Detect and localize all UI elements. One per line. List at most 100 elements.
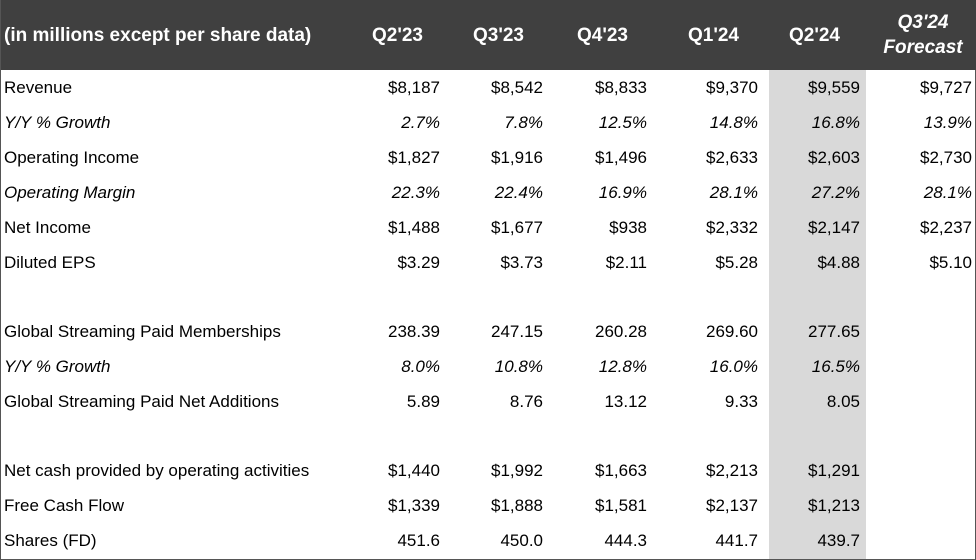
- forecast-cell: $2,237: [920, 217, 972, 237]
- cell: 441.7: [715, 530, 758, 550]
- cell: $1,663: [595, 460, 647, 480]
- forecast-cell: [866, 453, 976, 488]
- cell: 7.8%: [504, 112, 543, 132]
- cell: 16.0%: [709, 356, 758, 376]
- cell: 10.8%: [494, 356, 543, 376]
- cell: 12.5%: [598, 112, 647, 132]
- forecast-header-label: Forecast: [883, 37, 963, 58]
- cell: $1,440: [388, 460, 440, 480]
- row-label: Y/Y % Growth: [4, 356, 111, 376]
- cell: $8,542: [491, 77, 543, 97]
- forecast-cell: 13.9%: [923, 112, 972, 132]
- table-row-operating-income: Operating Income $1,827 $1,916 $1,496 $2…: [1, 140, 976, 175]
- cell: 14.8%: [709, 112, 758, 132]
- cell: $2,633: [706, 147, 758, 167]
- column-header: Q4'23: [554, 0, 658, 70]
- row-label: Operating Income: [4, 147, 140, 167]
- cell: $1,213: [808, 495, 860, 515]
- table-row-paid-memberships: Global Streaming Paid Memberships 238.39…: [1, 314, 976, 349]
- header-row: (in millions except per share data) Q2'2…: [1, 0, 976, 70]
- cell: 13.12: [604, 391, 647, 411]
- cell: 28.1%: [709, 182, 758, 202]
- cell: 269.60: [706, 321, 758, 341]
- forecast-cell: $9,727: [920, 77, 972, 97]
- column-header: Q3'23: [451, 0, 554, 70]
- forecast-cell: 28.1%: [923, 182, 972, 202]
- q2-24-column-highlight: [769, 70, 866, 559]
- forecast-cell: [866, 349, 976, 384]
- spacer-row: [1, 280, 976, 314]
- cell: $938: [609, 217, 647, 237]
- table-row-diluted-eps: Diluted EPS $3.29 $3.73 $2.11 $5.28 $4.8…: [1, 245, 976, 280]
- forecast-header-quarter: Q3'24: [897, 12, 949, 33]
- cell: 451.6: [397, 530, 440, 550]
- row-label: Global Streaming Paid Net Additions: [4, 391, 279, 411]
- cell: $1,992: [491, 460, 543, 480]
- cell: $1,677: [491, 217, 543, 237]
- cell: $8,833: [595, 77, 647, 97]
- row-label: Revenue: [4, 77, 73, 97]
- cell: $5.28: [715, 252, 758, 272]
- cell: $8,187: [388, 77, 440, 97]
- cell: $2,603: [808, 147, 860, 167]
- forecast-cell: [866, 314, 976, 349]
- cell: 260.28: [595, 321, 647, 341]
- forecast-column-header: Q3'24 Forecast: [866, 0, 976, 70]
- row-label: Y/Y % Growth: [4, 112, 111, 132]
- cell: $1,488: [388, 217, 440, 237]
- cell: $1,339: [388, 495, 440, 515]
- column-header: Q2'24: [769, 0, 866, 70]
- cell: $2,137: [706, 495, 758, 515]
- cell: 450.0: [500, 530, 543, 550]
- row-label: Free Cash Flow: [4, 495, 124, 515]
- table-row-operating-margin: Operating Margin 22.3% 22.4% 16.9% 28.1%…: [1, 175, 976, 210]
- table-row-revenue: Revenue $8,187 $8,542 $8,833 $9,370 $9,5…: [1, 70, 976, 105]
- cell: 247.15: [491, 321, 543, 341]
- table-row-revenue-growth: Y/Y % Growth 2.7% 7.8% 12.5% 14.8% 16.8%…: [1, 105, 976, 140]
- cell: 9.33: [724, 391, 758, 411]
- spacer-cell: [1, 419, 976, 453]
- row-label: Diluted EPS: [4, 252, 96, 272]
- table-row-operating-cash: Net cash provided by operating activitie…: [1, 453, 976, 488]
- cell: $1,496: [595, 147, 647, 167]
- forecast-cell: $2,730: [920, 147, 972, 167]
- cell: $3.29: [397, 252, 440, 272]
- row-label: Operating Margin: [4, 182, 136, 202]
- cell: $3.73: [500, 252, 543, 272]
- header-label: (in millions except per share data): [1, 0, 344, 70]
- table-row-net-additions: Global Streaming Paid Net Additions 5.89…: [1, 384, 976, 419]
- cell: $2,147: [808, 217, 860, 237]
- cell: $2.11: [605, 252, 647, 272]
- cell: $2,213: [706, 460, 758, 480]
- cell: $2,332: [706, 217, 758, 237]
- cell: 444.3: [604, 530, 647, 550]
- table-row-memberships-growth: Y/Y % Growth 8.0% 10.8% 12.8% 16.0% 16.5…: [1, 349, 976, 384]
- cell: $9,559: [808, 77, 860, 97]
- cell: 12.8%: [598, 356, 647, 376]
- cell: 22.3%: [391, 182, 440, 202]
- cell: $9,370: [706, 77, 758, 97]
- forecast-cell: [866, 488, 976, 523]
- cell: 5.89: [406, 391, 440, 411]
- forecast-cell: [866, 384, 976, 419]
- spacer-row: [1, 419, 976, 453]
- cell: $1,916: [491, 147, 543, 167]
- cell: 16.5%: [811, 356, 860, 376]
- table-row-free-cash-flow: Free Cash Flow $1,339 $1,888 $1,581 $2,1…: [1, 488, 976, 523]
- column-header: Q1'24: [658, 0, 769, 70]
- table-row-shares: Shares (FD) 451.6 450.0 444.3 441.7 439.…: [1, 523, 976, 558]
- row-label: Net Income: [4, 217, 91, 237]
- cell: 8.0%: [401, 356, 440, 376]
- cell: $1,888: [491, 495, 543, 515]
- cell: 2.7%: [401, 112, 440, 132]
- cell: 27.2%: [811, 182, 860, 202]
- cell: 439.7: [817, 530, 860, 550]
- cell: $1,291: [808, 460, 860, 480]
- column-header: Q2'23: [344, 0, 451, 70]
- table-row-net-income: Net Income $1,488 $1,677 $938 $2,332 $2,…: [1, 210, 976, 245]
- cell: $1,581: [595, 495, 647, 515]
- forecast-cell: [866, 523, 976, 558]
- cell: 8.76: [509, 391, 543, 411]
